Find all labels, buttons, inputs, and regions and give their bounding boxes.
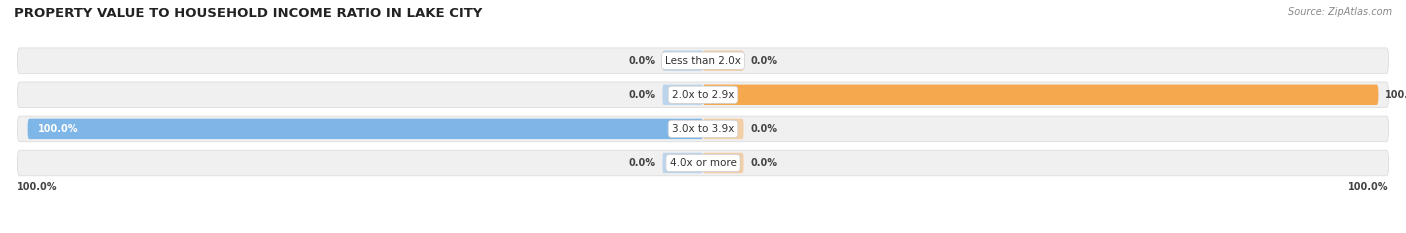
Legend: Without Mortgage, With Mortgage: Without Mortgage, With Mortgage — [585, 231, 821, 233]
Text: 4.0x or more: 4.0x or more — [669, 158, 737, 168]
FancyBboxPatch shape — [17, 48, 1389, 73]
Text: 0.0%: 0.0% — [628, 158, 655, 168]
Text: Source: ZipAtlas.com: Source: ZipAtlas.com — [1288, 7, 1392, 17]
FancyBboxPatch shape — [662, 85, 703, 105]
Text: 0.0%: 0.0% — [751, 158, 778, 168]
FancyBboxPatch shape — [662, 51, 703, 71]
FancyBboxPatch shape — [703, 119, 744, 139]
Text: 2.0x to 2.9x: 2.0x to 2.9x — [672, 90, 734, 100]
Text: 0.0%: 0.0% — [628, 56, 655, 66]
Text: 0.0%: 0.0% — [751, 56, 778, 66]
Text: 100.0%: 100.0% — [1348, 182, 1389, 192]
Text: Less than 2.0x: Less than 2.0x — [665, 56, 741, 66]
FancyBboxPatch shape — [17, 116, 1389, 142]
Text: 0.0%: 0.0% — [628, 90, 655, 100]
FancyBboxPatch shape — [28, 119, 703, 139]
FancyBboxPatch shape — [703, 51, 744, 71]
Text: 3.0x to 3.9x: 3.0x to 3.9x — [672, 124, 734, 134]
FancyBboxPatch shape — [17, 82, 1389, 108]
Text: PROPERTY VALUE TO HOUSEHOLD INCOME RATIO IN LAKE CITY: PROPERTY VALUE TO HOUSEHOLD INCOME RATIO… — [14, 7, 482, 20]
FancyBboxPatch shape — [703, 153, 744, 173]
Text: 0.0%: 0.0% — [751, 124, 778, 134]
Text: 100.0%: 100.0% — [1385, 90, 1406, 100]
FancyBboxPatch shape — [703, 85, 1378, 105]
FancyBboxPatch shape — [662, 153, 703, 173]
Text: 100.0%: 100.0% — [17, 182, 58, 192]
FancyBboxPatch shape — [17, 150, 1389, 176]
Text: 100.0%: 100.0% — [38, 124, 79, 134]
